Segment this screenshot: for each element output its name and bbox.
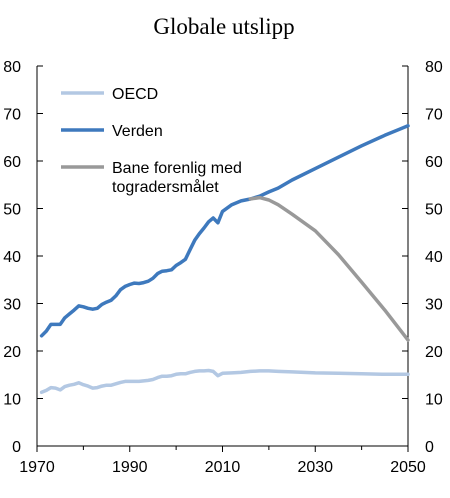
legend-label-line: togradersmålet [112, 178, 219, 196]
y-tick-label-right: 0 [425, 439, 434, 456]
y-tick-label-right: 70 [425, 107, 443, 124]
series-line-2 [248, 195, 410, 342]
y-tick-label-left: 0 [12, 439, 21, 456]
y-tick-label-left: 20 [3, 344, 21, 361]
x-tick-label: 2050 [390, 459, 426, 476]
y-tick-label-left: 60 [3, 154, 21, 171]
y-tick-label-right: 40 [425, 249, 443, 266]
x-tick-label: 1990 [112, 459, 148, 476]
legend-label-0: OECD [112, 86, 158, 103]
legend-label-2: Bane forenlig med togradersmålet [112, 160, 242, 196]
series-lines [39, 124, 410, 395]
x-tick-label: 1970 [19, 459, 55, 476]
y-tick-label-right: 50 [425, 202, 443, 219]
legend: OECD Verden Bane forenlig med togradersmåle… [61, 86, 242, 196]
y-tick-label-left: 10 [3, 392, 21, 409]
chart-title: Globale utslipp [153, 14, 294, 39]
y-tick-label-left: 70 [3, 107, 21, 124]
y-tick-label-left: 80 [3, 59, 21, 76]
legend-label-1: Verden [112, 123, 163, 140]
series-line-1 [39, 124, 410, 338]
y-tick-label-right: 60 [425, 154, 443, 171]
y-tick-label-right: 30 [425, 297, 443, 314]
y-tick-label-right: 20 [425, 344, 443, 361]
legend-label-line: Bane forenlig med [112, 160, 242, 177]
series-line-0 [39, 368, 410, 395]
y-tick-label-right: 80 [425, 59, 443, 76]
x-tick-label: 2030 [297, 459, 333, 476]
y-tick-label-left: 40 [3, 249, 21, 266]
y-tick-label-right: 10 [425, 392, 443, 409]
x-tick-label: 2010 [205, 459, 241, 476]
y-tick-label-left: 30 [3, 297, 21, 314]
y-tick-label-left: 50 [3, 202, 21, 219]
